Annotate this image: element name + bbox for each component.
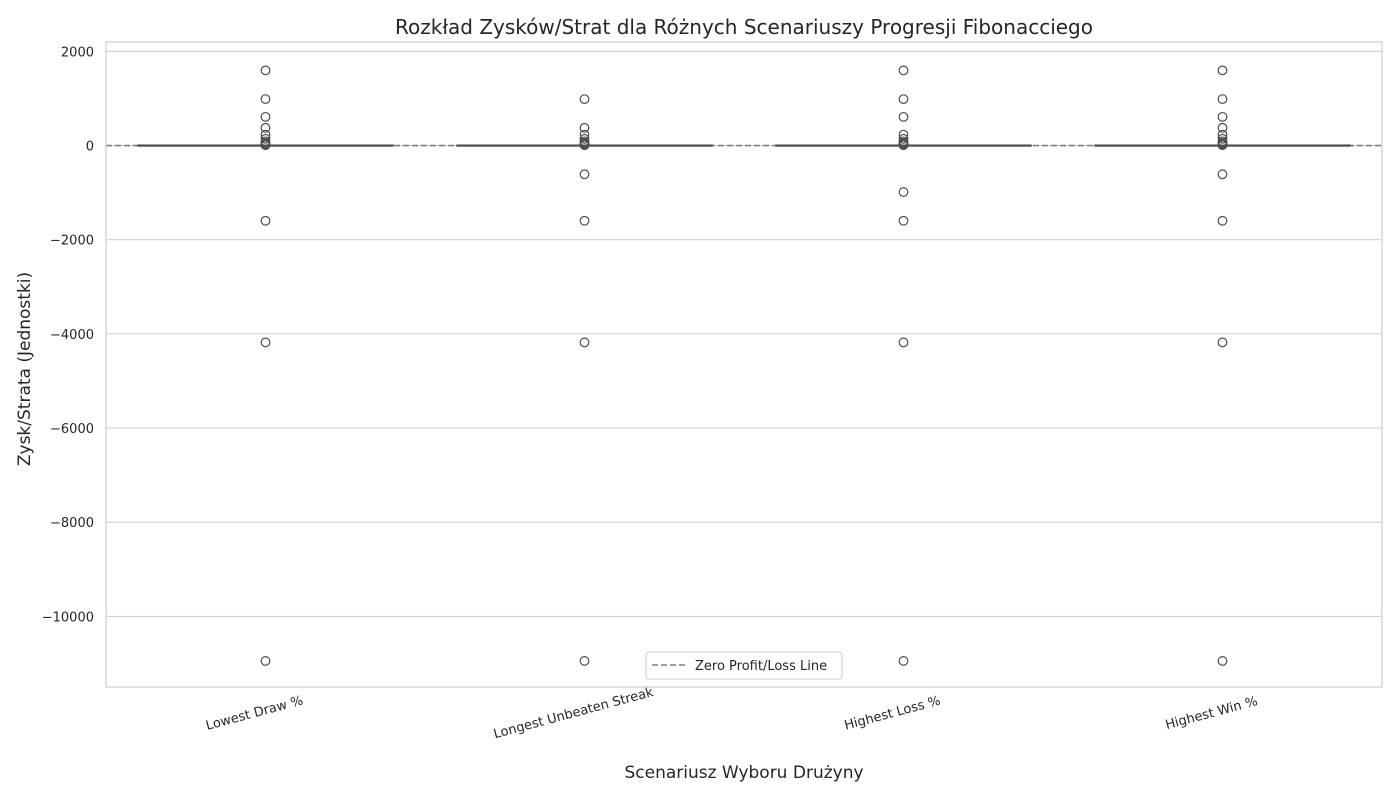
y-tick-label: −10000 bbox=[42, 610, 94, 625]
outlier-point bbox=[898, 215, 909, 226]
grid-layer bbox=[106, 50, 1382, 617]
x-tick-label: Highest Win % bbox=[1164, 694, 1259, 733]
y-axis-title: Zysk/Strata (Jednostki) bbox=[15, 272, 35, 466]
outlier-point bbox=[260, 656, 271, 666]
outlier-point bbox=[1217, 140, 1228, 151]
outlier-point bbox=[1217, 122, 1228, 133]
outlier-point bbox=[579, 133, 590, 144]
outlier-point bbox=[260, 94, 271, 105]
outlier-point bbox=[260, 337, 271, 348]
outlier-point bbox=[579, 656, 590, 666]
outlier-point bbox=[1217, 656, 1228, 666]
outlier-point bbox=[898, 656, 909, 666]
outlier-point bbox=[1217, 337, 1228, 348]
x-tick-label: Lowest Draw % bbox=[204, 693, 305, 733]
outlier-point bbox=[898, 187, 909, 197]
outlier-point bbox=[898, 133, 909, 144]
outlier-point bbox=[1217, 65, 1228, 76]
outlier-point bbox=[1217, 133, 1228, 144]
outlier-point bbox=[898, 65, 909, 76]
outlier-point bbox=[898, 94, 909, 105]
outlier-point bbox=[579, 215, 590, 226]
outlier-layer bbox=[260, 65, 1228, 666]
outlier-point bbox=[1217, 215, 1228, 226]
y-tick-label: −4000 bbox=[50, 328, 94, 343]
x-tick-label: Longest Unbeaten Streak bbox=[492, 685, 656, 742]
outlier-point bbox=[579, 122, 590, 133]
plot-frame bbox=[105, 41, 1383, 688]
outlier-point bbox=[898, 140, 909, 151]
outlier-point bbox=[898, 111, 909, 122]
outlier-point bbox=[260, 111, 271, 122]
y-tick-label: 0 bbox=[86, 140, 94, 155]
outlier-point bbox=[1217, 169, 1228, 180]
axis-layer: 2000 0 −2000 −4000 −6000 −8000 −10000 Lowest Dr… bbox=[42, 41, 1383, 742]
outlier-point bbox=[1217, 94, 1228, 105]
outlier-point bbox=[260, 122, 271, 133]
legend-label: Zero Profit/Loss Line bbox=[695, 659, 827, 674]
legend-frame bbox=[645, 651, 843, 680]
outlier-point bbox=[579, 140, 590, 151]
outlier-point bbox=[1217, 111, 1228, 122]
outlier-point bbox=[579, 169, 590, 180]
outlier-point bbox=[260, 215, 271, 226]
y-tick-label: −6000 bbox=[50, 422, 94, 437]
outlier-point bbox=[579, 94, 590, 105]
y-tick-label: 2000 bbox=[61, 45, 94, 60]
y-tick-label: −2000 bbox=[50, 234, 94, 249]
legend: Zero Profit/Loss Line bbox=[645, 651, 843, 680]
outlier-point bbox=[898, 337, 909, 348]
outlier-point bbox=[260, 65, 271, 76]
outlier-point bbox=[260, 133, 271, 144]
x-axis-title: Scenariusz Wyboru Drużyny bbox=[624, 763, 863, 783]
y-tick-label: −8000 bbox=[50, 516, 94, 531]
outlier-point bbox=[260, 140, 271, 151]
chart-title: Rozkład Zysków/Strat dla Różnych Scenari… bbox=[395, 15, 1093, 39]
x-tick-label: Highest Loss % bbox=[843, 694, 942, 734]
outlier-point bbox=[579, 337, 590, 348]
